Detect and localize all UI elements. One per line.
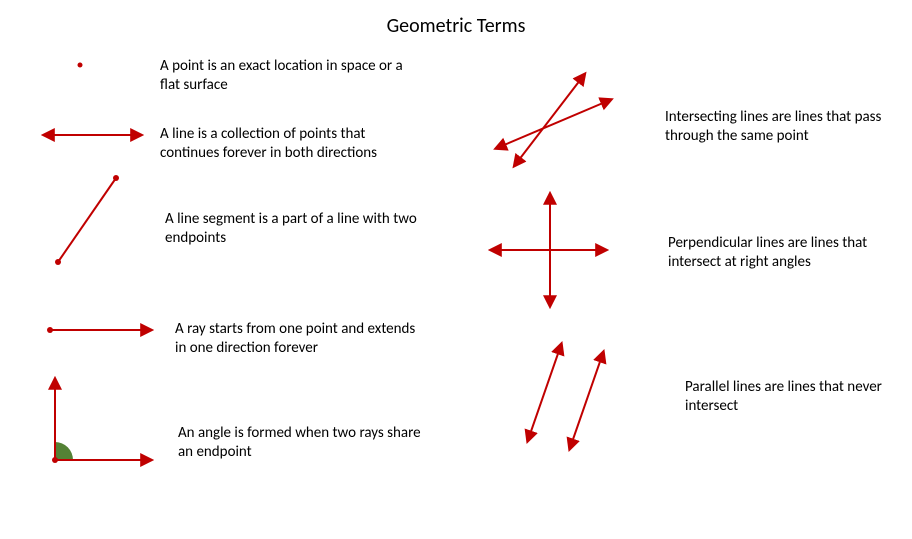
parallel-description: Parallel lines are lines that never inte…	[685, 378, 905, 416]
angle-description: An angle is formed when two rays share a…	[178, 424, 428, 462]
line-segment-icon	[55, 175, 119, 265]
intersecting-description: Intersecting lines are lines that pass t…	[665, 108, 905, 146]
ray-description: A ray starts from one point and extends …	[175, 320, 425, 358]
intersecting-icon	[497, 75, 610, 165]
angle-icon	[52, 380, 150, 463]
parallel-icon	[528, 345, 603, 448]
line-description: A line is a collection of points that co…	[160, 125, 420, 163]
ray-icon	[47, 327, 150, 333]
line-segment-description: A line segment is a part of a line with …	[165, 210, 425, 248]
point-icon	[78, 63, 83, 68]
perpendicular-icon	[492, 195, 605, 305]
perpendicular-description: Perpendicular lines are lines that inter…	[668, 234, 908, 272]
point-description: A point is an exact location in space or…	[160, 57, 410, 95]
